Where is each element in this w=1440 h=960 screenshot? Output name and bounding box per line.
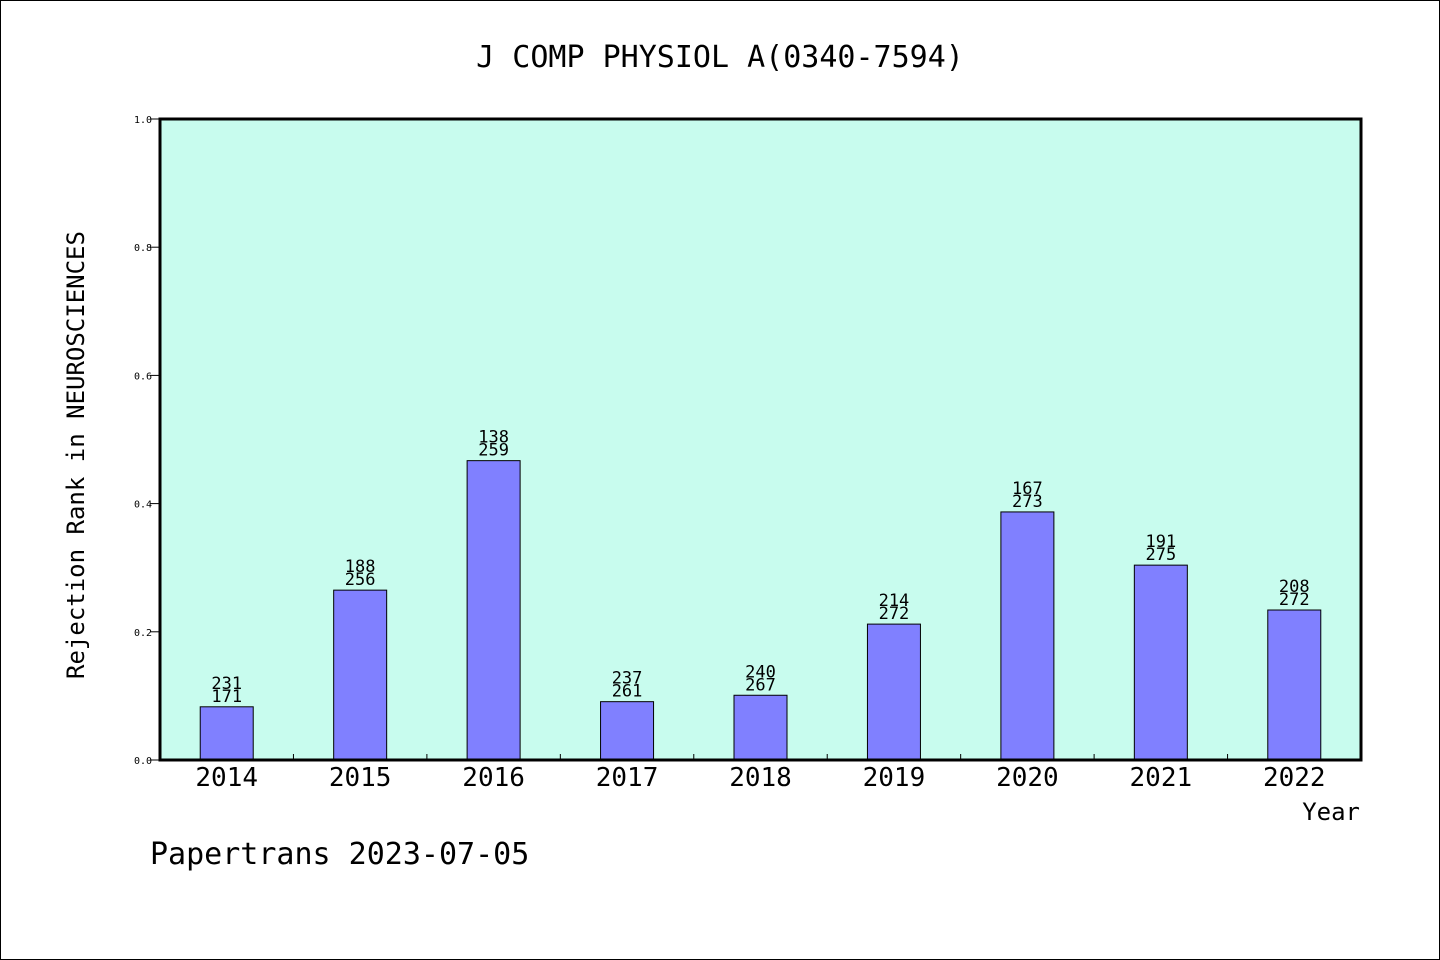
y-tick-label: 0.2	[134, 628, 152, 639]
y-tick-label: 0.4	[134, 500, 152, 511]
bar-label-top: 138	[478, 428, 509, 448]
x-tick-label: 2021	[1130, 763, 1193, 793]
y-axis-label: Rejection Rank in NEUROSCIENCES	[62, 231, 90, 679]
y-tick-label: 1.0	[134, 115, 152, 126]
y-tick-label: 0.0	[134, 756, 152, 767]
y-tick-label: 0.6	[134, 371, 152, 382]
plot-border	[158, 117, 1363, 762]
x-tick-label: 2022	[1263, 763, 1326, 793]
x-tick-label: 2014	[195, 763, 258, 793]
footer-credit: Papertrans 2023-07-05	[150, 837, 529, 872]
bar-2016	[466, 460, 521, 761]
chart-title: J COMP PHYSIOL A(0340-7594)	[476, 40, 964, 75]
x-tick-label: 2020	[996, 763, 1059, 793]
bar-2015	[333, 589, 388, 761]
bar-2019	[866, 623, 921, 761]
x-tick-label: 2015	[329, 763, 392, 793]
x-tick-label: 2018	[729, 763, 792, 793]
bar-2022	[1267, 609, 1322, 761]
bar-series: 2311711882561382592372612402672142721672…	[199, 428, 1322, 761]
y-tick-label: 0.8	[134, 243, 152, 254]
x-tick-label: 2019	[863, 763, 926, 793]
bar-label-top: 167	[1012, 479, 1043, 499]
bar-2020	[1000, 511, 1055, 761]
x-tick-label: 2016	[462, 763, 525, 793]
x-axis-label: Year	[1302, 798, 1360, 826]
bar-2018	[733, 694, 788, 761]
bar-label-bottom: 267	[745, 675, 776, 695]
bar-label-bottom: 275	[1145, 545, 1176, 565]
bar-label-bottom: 272	[1279, 590, 1310, 610]
y-axis: 0.0 0.2 0.4 0.6 0.8 1.0	[134, 115, 160, 767]
bar-label-bottom: 171	[211, 687, 242, 707]
bar-2017	[600, 701, 655, 761]
bar-2014	[199, 706, 254, 761]
bar-label-top: 188	[345, 557, 376, 577]
bar-label-top: 240	[745, 662, 776, 682]
x-axis: 2014 2015 2016 2017 2018 2019 2020 2021 2022	[195, 754, 1326, 793]
bar-label-top: 214	[879, 591, 910, 611]
x-tick-label: 2017	[596, 763, 659, 793]
bar-label-bottom: 256	[345, 570, 376, 590]
bar-label-top: 237	[612, 669, 643, 689]
bar-label-top: 191	[1145, 532, 1176, 552]
bar-2021	[1133, 564, 1188, 761]
bar-label-bottom: 261	[612, 682, 643, 702]
bar-label-bottom: 259	[478, 441, 509, 461]
bar-label-bottom: 273	[1012, 492, 1043, 512]
bar-label-top: 231	[211, 674, 242, 694]
bar-label-top: 208	[1279, 577, 1310, 597]
bar-label-bottom: 272	[879, 604, 910, 624]
